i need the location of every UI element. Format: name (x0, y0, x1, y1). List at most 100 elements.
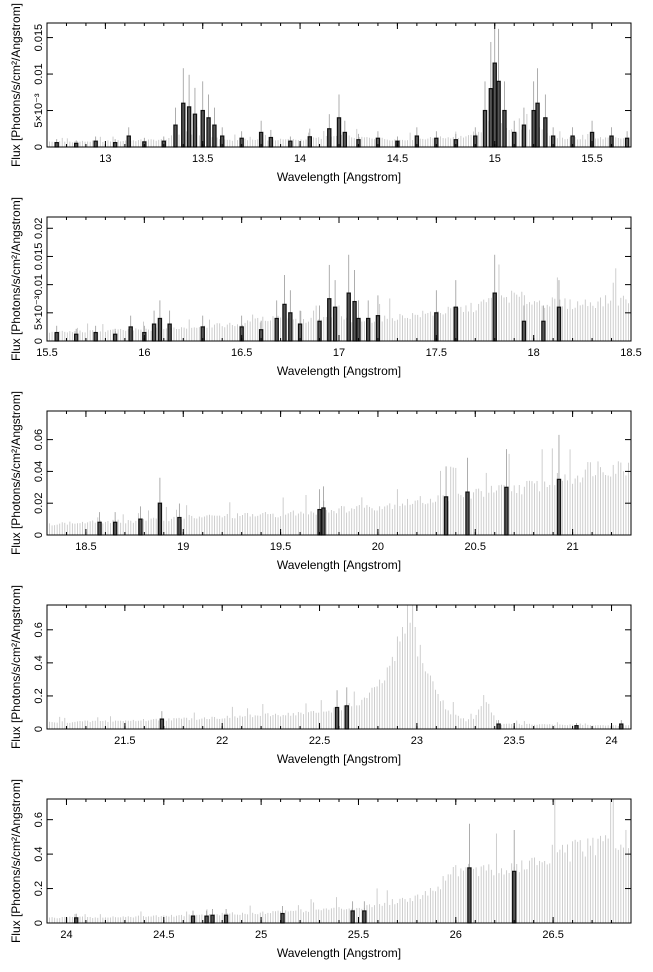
y-tick-label: 0.015 (33, 243, 45, 271)
panel-1: 13 13.5 14 14.5 15 15.5 0 5×10⁻³ 0.01 0.015 Wavele… (9, 3, 632, 184)
data-point (151, 323, 157, 342)
y-tick-label: 0.4 (33, 655, 45, 670)
panel-5: 24 24.5 25 25.5 26 26.5 0 0.2 0.4 0.6 Wavelength [… (9, 779, 632, 960)
data-point (54, 331, 59, 342)
y-tick-label: 0.4 (33, 846, 45, 861)
data-point (206, 117, 211, 148)
data-point (138, 518, 143, 536)
y-tick-label: 0 (33, 144, 45, 150)
y-tick-label: 0.015 (33, 24, 45, 52)
data-point (327, 298, 332, 342)
x-tick-label: 17 (333, 347, 345, 359)
data-point (356, 317, 361, 342)
data-point (332, 306, 338, 342)
data-point (128, 326, 133, 342)
y-tick-label: 0 (33, 338, 45, 344)
data-point (535, 102, 540, 148)
data-spectrum (54, 254, 562, 342)
data-point (288, 312, 293, 342)
y-tick-label: 0 (33, 920, 45, 926)
x-tick-label: 20 (372, 541, 384, 553)
data-point (362, 910, 367, 924)
x-tick-label: 24 (605, 735, 617, 747)
data-point (482, 109, 488, 148)
data-spectrum (73, 823, 517, 924)
data-point (511, 870, 517, 924)
data-point (321, 507, 326, 536)
x-tick-label: 18.5 (620, 347, 641, 359)
x-tick-label: 24.5 (153, 929, 174, 941)
y-axis-label: Flux [Photons/s/cm²/Angstrom] (9, 197, 23, 361)
data-point (344, 705, 349, 730)
data-point (73, 142, 79, 148)
data-point (288, 140, 293, 148)
y-axis-label: Flux [Photons/s/cm²/Angstrom] (9, 391, 23, 555)
y-tick-label: 5×10⁻³ (33, 295, 45, 330)
data-point (488, 88, 494, 148)
x-tick-label: 21.5 (114, 735, 135, 747)
x-tick-label: 17.5 (426, 347, 447, 359)
data-point (126, 135, 131, 148)
x-axis-label: Wavelength [Angstrom] (277, 946, 401, 960)
data-point (350, 910, 355, 924)
x-axis-label: Wavelength [Angstrom] (277, 170, 401, 184)
data-point (496, 723, 501, 730)
x-tick-label: 25.5 (348, 929, 369, 941)
x-tick-label: 21 (566, 541, 578, 553)
data-point (619, 723, 624, 730)
data-point (97, 521, 102, 536)
x-tick-label: 14 (294, 153, 306, 165)
data-point (342, 131, 348, 148)
data-point (157, 317, 163, 342)
x-tick-label: 19.5 (270, 541, 291, 553)
x-tick-label: 22.5 (309, 735, 330, 747)
x-tick-label: 23.5 (503, 735, 524, 747)
y-axis-label: Flux [Photons/s/cm²/Angstrom] (9, 779, 23, 943)
x-tick-label: 26.5 (542, 929, 563, 941)
x-axis-label: Wavelength [Angstrom] (277, 364, 401, 378)
x-tick-label: 15 (489, 153, 501, 165)
y-tick-label: 0.01 (33, 63, 45, 84)
data-point (282, 303, 287, 342)
y-tick-label: 0 (33, 532, 45, 538)
x-tick-label: 18 (528, 347, 540, 359)
x-tick-label: 25 (255, 929, 267, 941)
data-point (73, 333, 79, 342)
data-point (467, 867, 472, 924)
panel-4: 21.5 22 22.5 23 23.5 24 0 0.2 0.4 0.6 Wavelength [… (9, 585, 632, 766)
data-point (465, 491, 470, 536)
x-tick-label: 23 (411, 735, 423, 747)
data-point (375, 315, 381, 342)
data-point (624, 137, 630, 148)
data-point (280, 912, 285, 924)
data-point (181, 102, 186, 148)
data-point (212, 124, 217, 148)
data-point (112, 521, 118, 536)
model-spectrum (46, 448, 632, 535)
panel-2: 15.5 16 16.5 17 17.5 18 18.5 0 5×10⁻³0.01 0.015 0.… (9, 197, 642, 378)
y-tick-label: 0.2 (33, 881, 45, 896)
x-tick-label: 15.5 (36, 347, 57, 359)
y-axis-label: Flux [Photons/s/cm²/Angstrom] (9, 3, 23, 167)
y-tick-label: 0.6 (33, 622, 45, 637)
data-point (112, 142, 118, 148)
data-point (531, 109, 536, 148)
y-tick-label: 0.01 (33, 274, 45, 295)
data-point (190, 915, 196, 924)
data-point (157, 502, 163, 536)
y-tick-label: 0.6 (33, 812, 45, 827)
y-tick-label: 5×10⁻³ (33, 93, 45, 128)
x-tick-label: 18.5 (75, 541, 96, 553)
data-point (492, 62, 497, 148)
data-point (352, 300, 357, 342)
data-point (268, 136, 274, 148)
data-point (496, 80, 501, 148)
data-point (159, 718, 165, 730)
panel-3: 18.5 19 19.5 20 20.5 21 0 0.02 0.04 0.06 Wavelengt… (9, 391, 632, 572)
data-point (54, 142, 59, 148)
data-point (177, 516, 182, 536)
y-axis-label: Flux [Photons/s/cm²/Angstrom] (9, 585, 23, 749)
x-tick-label: 19 (177, 541, 189, 553)
data-point (307, 136, 313, 148)
